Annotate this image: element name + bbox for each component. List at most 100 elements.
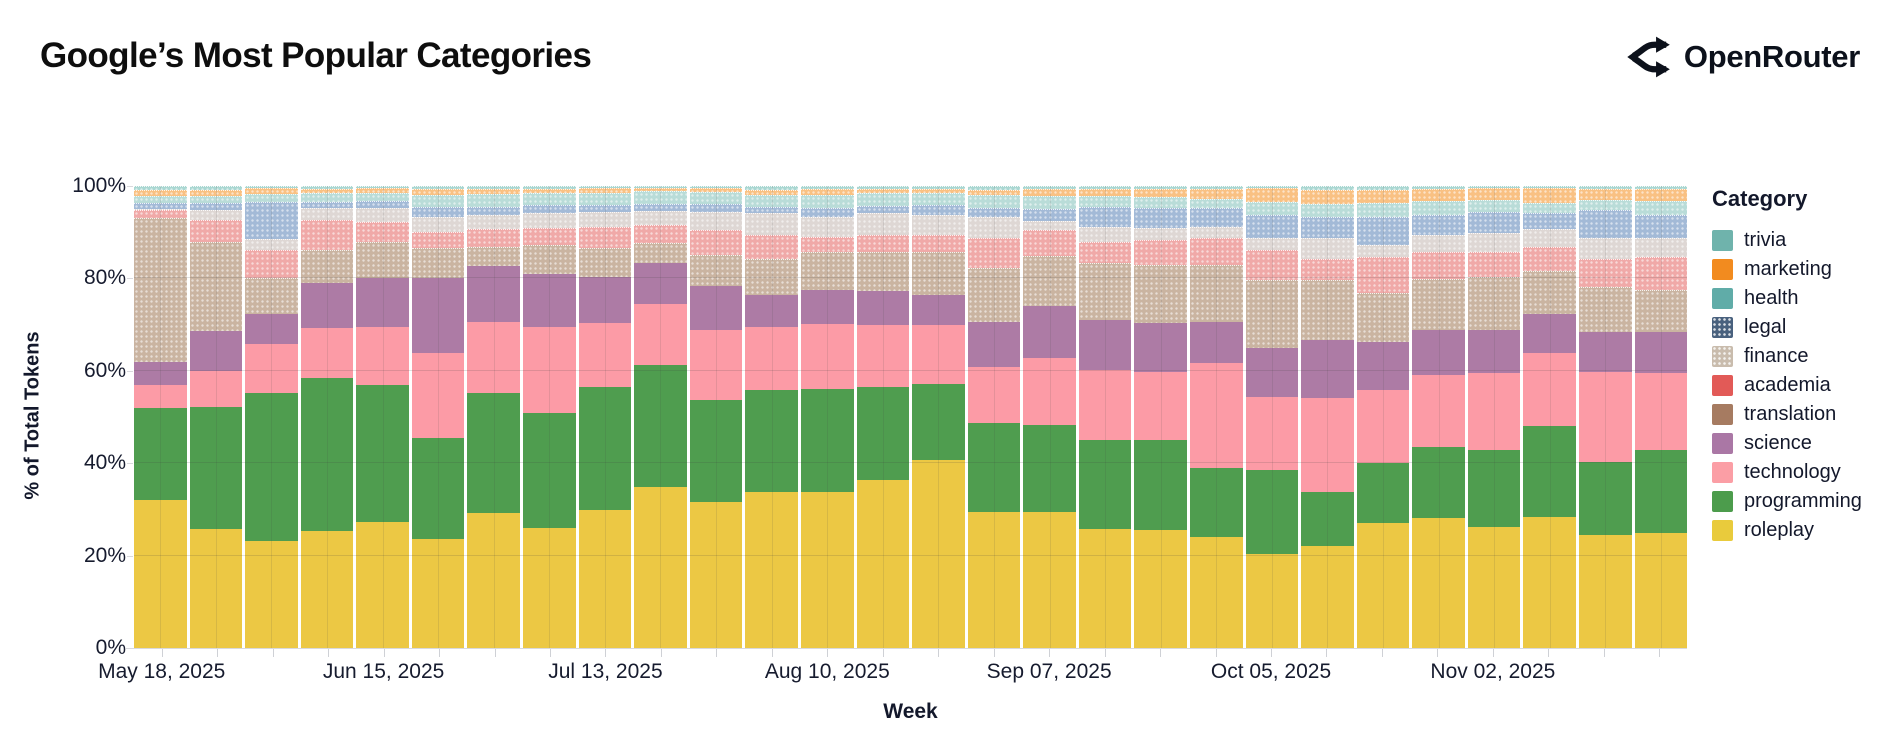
bar-segment-legal[interactable] <box>912 205 965 215</box>
bar-segment-legal[interactable] <box>356 200 409 209</box>
bar-week-oct-19[interactable] <box>1356 186 1410 648</box>
bar-segment-finance[interactable] <box>745 213 798 236</box>
bar-segment-programming[interactable] <box>1189 468 1243 538</box>
bar-segment-marketing[interactable] <box>245 188 298 194</box>
bar-segment-roleplay[interactable] <box>1245 553 1299 648</box>
legend-item-trivia[interactable]: trivia <box>1712 226 1880 255</box>
bar-segment-roleplay[interactable] <box>467 513 521 648</box>
bar-week-sep-07[interactable] <box>1023 186 1076 648</box>
bar-segment-academia[interactable] <box>1245 250 1299 280</box>
bar-segment-trivia[interactable] <box>856 186 910 190</box>
bar-segment-translation[interactable] <box>300 250 354 283</box>
bar-segment-health[interactable] <box>1134 196 1187 209</box>
bar-segment-academia[interactable] <box>134 210 187 219</box>
bar-segment-science[interactable] <box>1134 322 1187 372</box>
bar-segment-science[interactable] <box>689 285 743 331</box>
bar-segment-programming[interactable] <box>912 383 965 460</box>
bar-segment-finance[interactable] <box>1467 233 1521 252</box>
bar-segment-programming[interactable] <box>245 393 298 541</box>
bar-segment-health[interactable] <box>912 193 965 206</box>
bar-segment-finance[interactable] <box>411 216 465 232</box>
bar-segment-roleplay[interactable] <box>245 540 298 648</box>
bar-segment-health[interactable] <box>1356 202 1410 217</box>
bar-week-may-25[interactable] <box>189 186 243 648</box>
bar-segment-translation[interactable] <box>1078 263 1132 321</box>
bar-segment-trivia[interactable] <box>1023 186 1076 190</box>
bar-segment-technology[interactable] <box>300 327 354 378</box>
legend-item-science[interactable]: science <box>1712 429 1880 458</box>
bar-segment-trivia[interactable] <box>1301 186 1354 191</box>
bar-segment-science[interactable] <box>523 274 576 327</box>
bar-segment-trivia[interactable] <box>1134 186 1187 190</box>
bar-segment-trivia[interactable] <box>189 186 243 190</box>
bar-segment-translation[interactable] <box>856 251 910 292</box>
bar-segment-technology[interactable] <box>356 326 409 386</box>
bar-segment-science[interactable] <box>1467 330 1521 374</box>
bar-segment-academia[interactable] <box>1634 256 1688 290</box>
bar-segment-health[interactable] <box>689 191 743 205</box>
bar-segment-translation[interactable] <box>578 248 632 277</box>
bar-week-sep-28[interactable] <box>1189 186 1243 648</box>
bar-segment-academia[interactable] <box>967 238 1021 269</box>
bar-segment-marketing[interactable] <box>1579 189 1632 200</box>
bar-segment-roleplay[interactable] <box>800 491 854 648</box>
bar-week-sep-14[interactable] <box>1078 186 1132 648</box>
bar-segment-academia[interactable] <box>578 226 632 249</box>
bar-segment-legal[interactable] <box>189 203 243 211</box>
bar-segment-translation[interactable] <box>1467 276 1521 331</box>
bar-segment-health[interactable] <box>300 193 354 203</box>
bar-week-jul-27[interactable] <box>689 186 743 648</box>
legend-item-technology[interactable]: technology <box>1712 458 1880 487</box>
bar-segment-programming[interactable] <box>1245 470 1299 554</box>
bar-segment-translation[interactable] <box>1356 293 1410 343</box>
bar-segment-legal[interactable] <box>634 203 687 211</box>
bar-segment-finance[interactable] <box>1301 238 1354 259</box>
bar-segment-trivia[interactable] <box>1634 186 1688 190</box>
bar-segment-finance[interactable] <box>300 208 354 221</box>
bar-segment-translation[interactable] <box>967 268 1021 322</box>
bar-segment-programming[interactable] <box>745 390 798 492</box>
legend-item-finance[interactable]: finance <box>1712 342 1880 371</box>
bar-segment-academia[interactable] <box>1467 251 1521 277</box>
bar-segment-technology[interactable] <box>523 326 576 414</box>
bar-segment-finance[interactable] <box>1023 220 1076 230</box>
bar-segment-marketing[interactable] <box>134 190 187 197</box>
bar-segment-finance[interactable] <box>1245 238 1299 251</box>
bar-segment-marketing[interactable] <box>1134 189 1187 197</box>
bar-segment-finance[interactable] <box>1356 245 1410 257</box>
bar-segment-science[interactable] <box>634 263 687 304</box>
bar-segment-roleplay[interactable] <box>1301 546 1354 648</box>
bar-segment-finance[interactable] <box>912 214 965 236</box>
bar-week-nov-09[interactable] <box>1523 186 1577 648</box>
bar-segment-technology[interactable] <box>1301 398 1354 492</box>
bar-segment-health[interactable] <box>1634 200 1688 216</box>
bar-segment-marketing[interactable] <box>634 188 687 191</box>
bar-segment-roleplay[interactable] <box>1356 523 1410 648</box>
bar-segment-academia[interactable] <box>300 220 354 251</box>
bar-week-jun-29[interactable] <box>467 186 521 648</box>
bar-segment-legal[interactable] <box>1078 207 1132 227</box>
bar-segment-academia[interactable] <box>245 250 298 279</box>
bar-segment-translation[interactable] <box>1523 270 1577 314</box>
bar-week-oct-12[interactable] <box>1301 186 1354 648</box>
bar-segment-health[interactable] <box>1301 203 1354 217</box>
bar-segment-health[interactable] <box>800 194 854 209</box>
bar-segment-health[interactable] <box>1189 198 1243 209</box>
bar-segment-programming[interactable] <box>1634 449 1688 533</box>
bar-segment-academia[interactable] <box>467 229 521 247</box>
bar-segment-programming[interactable] <box>967 423 1021 512</box>
bar-segment-science[interactable] <box>912 295 965 326</box>
bar-segment-health[interactable] <box>523 193 576 205</box>
bar-segment-translation[interactable] <box>1634 289 1688 332</box>
bar-segment-marketing[interactable] <box>1189 189 1243 199</box>
bar-segment-programming[interactable] <box>800 389 854 492</box>
bar-segment-marketing[interactable] <box>1523 188 1577 203</box>
bar-segment-translation[interactable] <box>1245 279 1299 349</box>
bar-segment-marketing[interactable] <box>1301 190 1354 204</box>
legend-item-academia[interactable]: academia <box>1712 371 1880 400</box>
bar-segment-programming[interactable] <box>1023 424 1076 512</box>
bar-segment-academia[interactable] <box>189 220 243 242</box>
bar-segment-trivia[interactable] <box>1412 186 1465 189</box>
bar-segment-roleplay[interactable] <box>634 486 687 648</box>
bar-segment-legal[interactable] <box>856 205 910 214</box>
